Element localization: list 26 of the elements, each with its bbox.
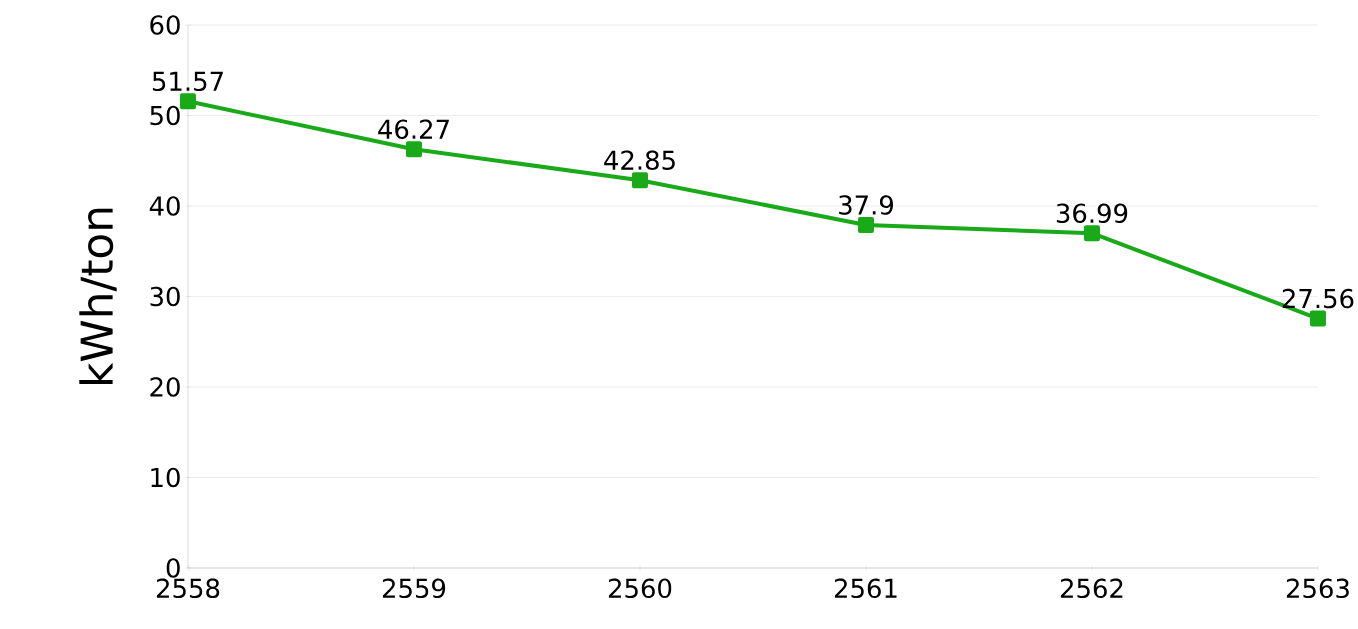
y-axis-title: kWh/ton	[79, 208, 117, 385]
x-tick-label: 2561	[834, 578, 897, 599]
data-label: 42.85	[604, 150, 675, 170]
y-tick-label: 0	[166, 558, 180, 578]
point	[1309, 310, 1326, 327]
x-tick-label: 2560	[608, 578, 672, 599]
y-tick-label: 60	[150, 15, 180, 35]
y-tick-label: 50	[150, 105, 180, 126]
point	[857, 217, 874, 233]
point	[180, 93, 196, 110]
data-label: 37.9	[839, 195, 893, 215]
y-tick-label: 10	[151, 467, 180, 488]
point	[1083, 225, 1100, 242]
x-tick-label: 2562	[1060, 578, 1123, 599]
y-tick-label: 20	[150, 377, 180, 397]
data-label: 46.27	[378, 119, 449, 140]
x-tick-label: 2558	[156, 578, 220, 599]
y-tick-label: 30	[150, 286, 180, 307]
point	[405, 141, 422, 158]
x-tick-label: 2559	[382, 578, 446, 599]
y-tick-label: 40	[149, 196, 180, 216]
x-tick-label: 2563	[1286, 578, 1349, 599]
point	[631, 172, 648, 189]
data-label: 51.57	[152, 71, 223, 92]
data-label: 36.99	[1056, 203, 1128, 224]
data-label: 27.56	[1282, 288, 1354, 309]
